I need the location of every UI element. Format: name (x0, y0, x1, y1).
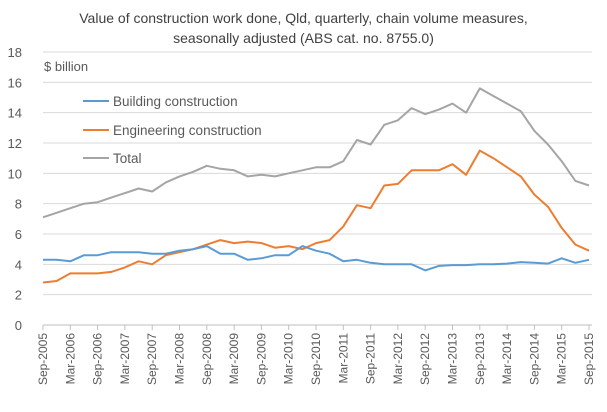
series-line-total (42, 87, 590, 219)
x-tick-label: Mar-2008 (173, 333, 187, 385)
x-tick-label: Sep-2007 (145, 333, 159, 385)
y-axis-label: $ billion (44, 59, 88, 74)
x-tick-label: Sep-2012 (418, 333, 432, 385)
x-tick-label: Sep-2006 (91, 333, 105, 385)
y-tick-label: 14 (8, 106, 22, 121)
x-tick-label: Mar-2006 (63, 333, 77, 385)
chart-title-line-2: seasonally adjusted (ABS cat. no. 8755.0… (173, 30, 434, 46)
x-tick-label: Mar-2013 (446, 333, 460, 385)
y-tick-label: 10 (8, 166, 22, 181)
y-tick-label: 12 (8, 136, 22, 151)
x-tick-label: Mar-2010 (282, 333, 296, 385)
x-tick-label: Sep-2011 (364, 333, 378, 384)
y-tick-label: 18 (8, 45, 22, 60)
y-tick-label: 6 (15, 227, 22, 242)
x-tick-label: Sep-2008 (200, 333, 214, 385)
legend-label: Total (113, 151, 142, 166)
y-tick-label: 2 (15, 288, 22, 303)
y-tick-label: 8 (15, 197, 22, 212)
x-tick-label: Sep-2013 (473, 333, 487, 385)
x-tick-label: Sep-2014 (527, 333, 541, 385)
y-tick-label: 4 (15, 257, 22, 272)
legend-label: Engineering construction (113, 123, 262, 138)
x-tick-label: Mar-2012 (391, 333, 405, 385)
x-tick-label: Mar-2011 (336, 333, 350, 384)
chart-title: Value of construction work done, Qld, qu… (0, 8, 607, 48)
x-tick-label: Sep-2010 (309, 333, 323, 385)
legend-label: Building construction (113, 94, 238, 109)
x-tick-label: Sep-2009 (254, 333, 268, 385)
x-tick-label: Sep-2005 (36, 333, 50, 385)
x-tick-label: Mar-2014 (500, 333, 514, 385)
y-tick-label: 16 (8, 75, 22, 90)
x-tick-label: Mar-2007 (118, 333, 132, 385)
x-tick-label: Sep-2015 (582, 333, 596, 385)
x-tick-label: Mar-2009 (227, 333, 241, 385)
chart-title-line-1: Value of construction work done, Qld, qu… (79, 10, 528, 26)
series-line-building-construction (43, 245, 590, 272)
y-tick-label: 0 (15, 318, 22, 333)
series-line-engineering-construction (42, 149, 590, 284)
x-tick-label: Mar-2015 (555, 333, 569, 385)
